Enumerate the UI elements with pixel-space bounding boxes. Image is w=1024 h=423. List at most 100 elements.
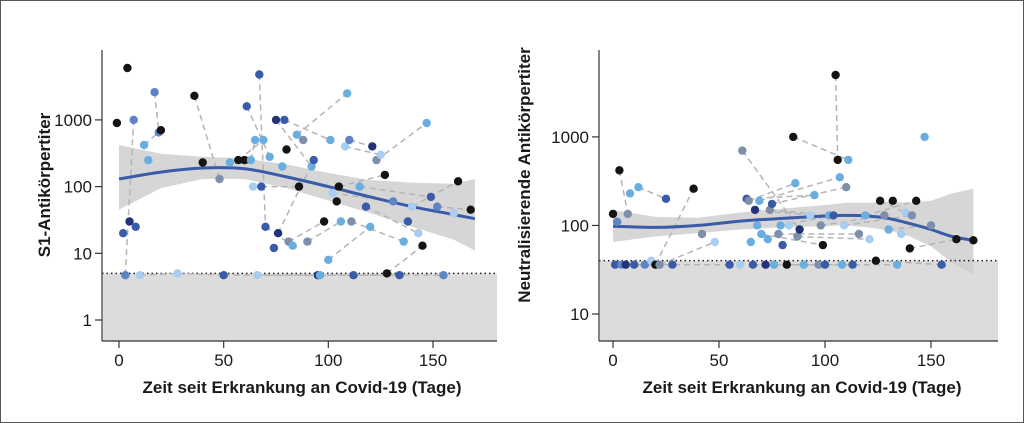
data-point [261, 222, 270, 231]
data-point [926, 221, 936, 230]
patient-pair-line [327, 226, 371, 261]
patient-pair-line [258, 74, 267, 227]
data-point [355, 182, 364, 191]
data-point [710, 237, 719, 247]
x-tick-label: 100 [811, 351, 839, 370]
data-point [315, 271, 325, 280]
patient-pair-line [618, 170, 629, 215]
y-axis-label: S1-Antikörpertiter [35, 112, 54, 257]
data-point [366, 222, 375, 231]
data-point [610, 260, 620, 269]
data-point [814, 260, 823, 269]
data-point [190, 91, 199, 101]
data-point [623, 209, 632, 219]
data-point [309, 155, 318, 165]
data-point [791, 179, 800, 188]
data-point [380, 170, 390, 180]
data-point [345, 135, 354, 145]
data-point [119, 229, 128, 238]
data-point [426, 192, 436, 202]
data-point [778, 240, 787, 250]
data-point [763, 235, 772, 244]
data-point [198, 158, 207, 167]
patient-pair-line [288, 220, 325, 243]
patient-pair-line [909, 238, 957, 250]
data-point [784, 221, 794, 230]
data-point [215, 174, 224, 184]
data-point [399, 237, 408, 246]
x-tick-label: 50 [214, 351, 233, 370]
patient-pair-line [296, 92, 348, 136]
data-point [888, 196, 897, 205]
data-point [861, 211, 870, 220]
data-point [368, 142, 377, 151]
data-point [382, 269, 392, 278]
data-point [831, 70, 840, 80]
data-point [884, 225, 893, 234]
data-point [253, 271, 262, 280]
data-point [347, 217, 356, 226]
data-point [125, 217, 134, 226]
data-point [273, 229, 283, 238]
data-point [697, 229, 707, 239]
data-point [725, 260, 734, 269]
data-point [414, 229, 423, 238]
data-point [328, 188, 337, 198]
data-point [280, 115, 289, 125]
data-point [736, 260, 745, 269]
data-point [299, 135, 308, 145]
patient-pair-line [153, 92, 160, 133]
data-point [901, 208, 910, 217]
data-point [449, 208, 459, 218]
patient-pair-line [386, 245, 423, 274]
data-point [952, 235, 961, 244]
data-point [793, 232, 802, 241]
x-axis-label: Zeit seit Erkrankung an Covid-19 (Tage) [643, 378, 962, 397]
x-tick-label: 150 [419, 351, 447, 370]
patient-pair-line [246, 105, 271, 158]
data-point [875, 196, 885, 205]
data-point [969, 236, 978, 245]
data-point [349, 271, 358, 280]
data-point [294, 182, 304, 191]
data-point [255, 70, 264, 79]
patient-pair-line [177, 272, 224, 276]
data-point [242, 102, 251, 111]
data-point [897, 229, 906, 239]
data-point [319, 217, 329, 226]
data-point [738, 146, 747, 155]
data-point [842, 183, 851, 192]
x-tick-label: 50 [710, 351, 729, 370]
data-point [361, 202, 371, 211]
y-tick-label: 100 [64, 178, 92, 197]
data-point [433, 202, 442, 211]
data-point [453, 177, 463, 186]
patient-pair-line [771, 186, 847, 205]
data-point [634, 183, 643, 192]
data-point [248, 182, 258, 191]
data-point [340, 142, 350, 151]
data-point [282, 145, 291, 154]
data-point [403, 217, 413, 226]
patient-pair-line [879, 200, 906, 214]
data-point [810, 190, 819, 200]
data-point [139, 140, 149, 150]
data-point [376, 150, 385, 159]
data-point [776, 221, 785, 230]
data-point [265, 152, 274, 161]
data-point [466, 205, 475, 214]
data-point [173, 269, 182, 278]
data-point [907, 211, 917, 220]
data-point [844, 155, 853, 165]
x-tick-label: 0 [114, 351, 123, 370]
patient-pair-line [338, 174, 386, 188]
data-point [871, 256, 881, 265]
patient-pair-line [351, 220, 404, 243]
data-point [744, 196, 753, 205]
data-point [755, 196, 764, 205]
y-tick-label: 1000 [551, 128, 589, 147]
patient-pair-line [124, 119, 135, 276]
data-point [278, 162, 287, 171]
data-point [156, 126, 166, 135]
